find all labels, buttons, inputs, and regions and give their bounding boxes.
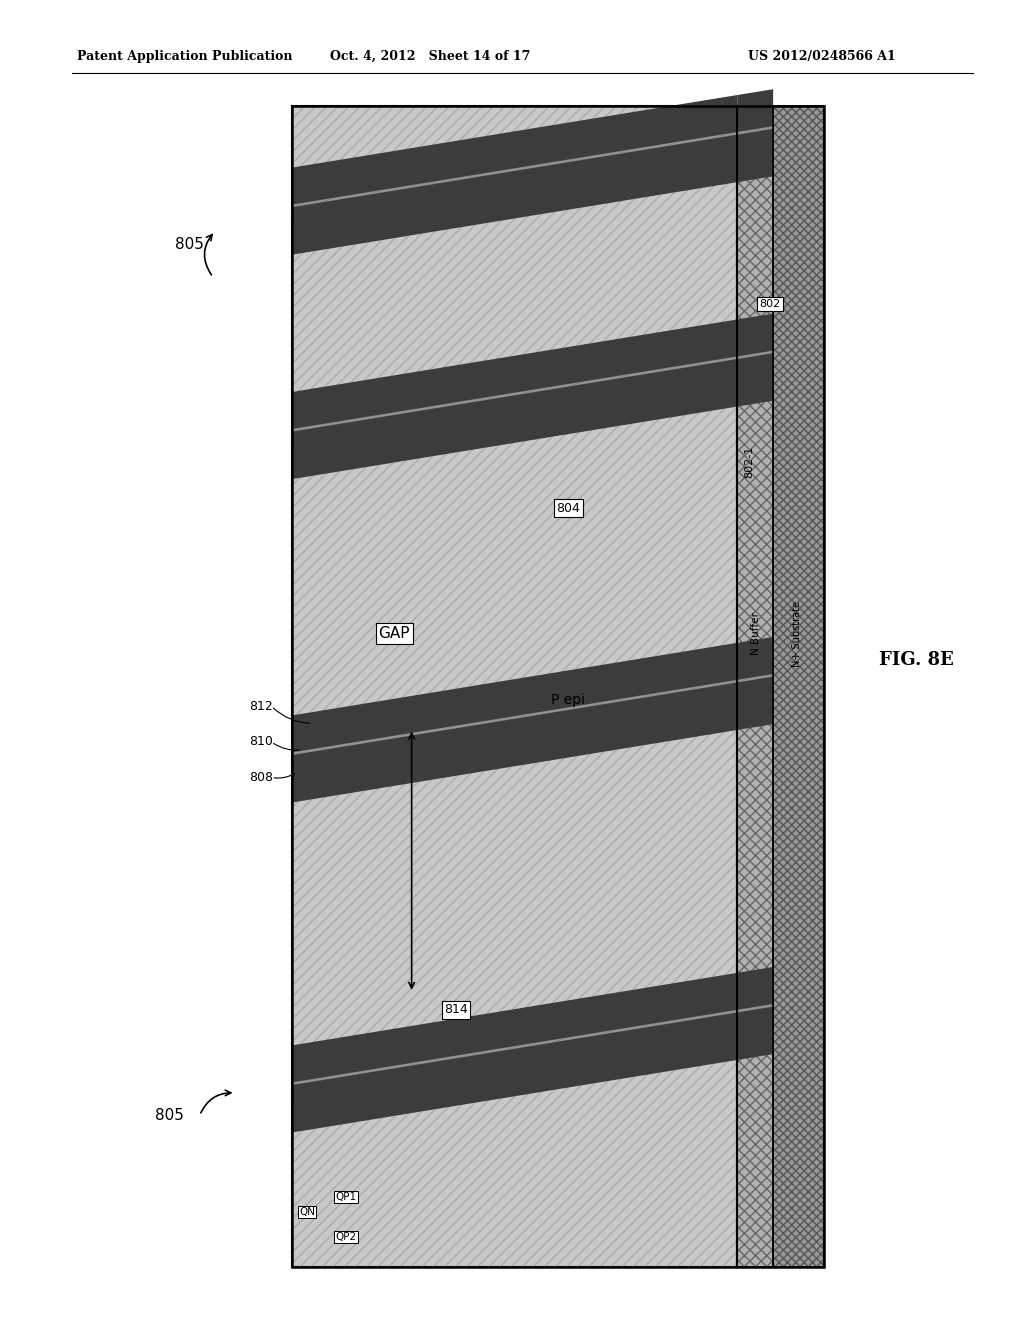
Text: FIG. 8E: FIG. 8E — [880, 651, 953, 669]
Bar — [773, 106, 824, 1267]
Text: 812: 812 — [249, 700, 273, 713]
Text: 808: 808 — [249, 771, 273, 784]
Polygon shape — [737, 314, 773, 367]
Polygon shape — [292, 682, 737, 803]
Text: GAP: GAP — [379, 626, 410, 642]
Text: QN: QN — [299, 1206, 315, 1217]
Polygon shape — [737, 129, 773, 182]
Polygon shape — [737, 675, 773, 698]
Text: 802: 802 — [760, 298, 780, 309]
Text: Patent Application Publication: Patent Application Publication — [77, 50, 292, 63]
Text: 805: 805 — [155, 1107, 183, 1123]
Polygon shape — [737, 1005, 773, 1028]
Polygon shape — [292, 359, 737, 479]
Polygon shape — [737, 968, 773, 1020]
Polygon shape — [737, 351, 773, 375]
Bar — [773, 106, 824, 1267]
Polygon shape — [292, 135, 737, 255]
Bar — [737, 106, 773, 1267]
Polygon shape — [737, 677, 773, 730]
Text: Oct. 4, 2012   Sheet 14 of 17: Oct. 4, 2012 Sheet 14 of 17 — [330, 50, 530, 63]
Polygon shape — [737, 127, 773, 150]
Text: N+ Substrate: N+ Substrate — [792, 601, 802, 667]
Polygon shape — [292, 1012, 737, 1133]
Text: 810: 810 — [249, 735, 273, 748]
Bar — [292, 106, 737, 1267]
Polygon shape — [292, 1010, 737, 1101]
Polygon shape — [292, 680, 737, 771]
Polygon shape — [292, 643, 737, 763]
Text: 802-1: 802-1 — [744, 446, 755, 478]
Polygon shape — [737, 638, 773, 690]
Polygon shape — [292, 132, 737, 223]
Polygon shape — [292, 319, 737, 440]
Text: QP1: QP1 — [336, 1192, 356, 1203]
Bar — [292, 106, 737, 1267]
Bar — [292, 106, 824, 1267]
Text: QP2: QP2 — [336, 1232, 356, 1242]
Text: P epi: P epi — [551, 693, 586, 706]
Polygon shape — [737, 1007, 773, 1060]
Text: US 2012/0248566 A1: US 2012/0248566 A1 — [748, 50, 895, 63]
Text: 805: 805 — [175, 236, 204, 252]
Polygon shape — [737, 90, 773, 143]
Polygon shape — [292, 356, 737, 447]
Text: 804: 804 — [556, 502, 581, 515]
Text: 814: 814 — [443, 1003, 468, 1016]
Polygon shape — [292, 95, 737, 215]
Polygon shape — [292, 973, 737, 1093]
Bar — [737, 106, 773, 1267]
Polygon shape — [737, 354, 773, 407]
Text: N Buffer: N Buffer — [751, 612, 761, 655]
